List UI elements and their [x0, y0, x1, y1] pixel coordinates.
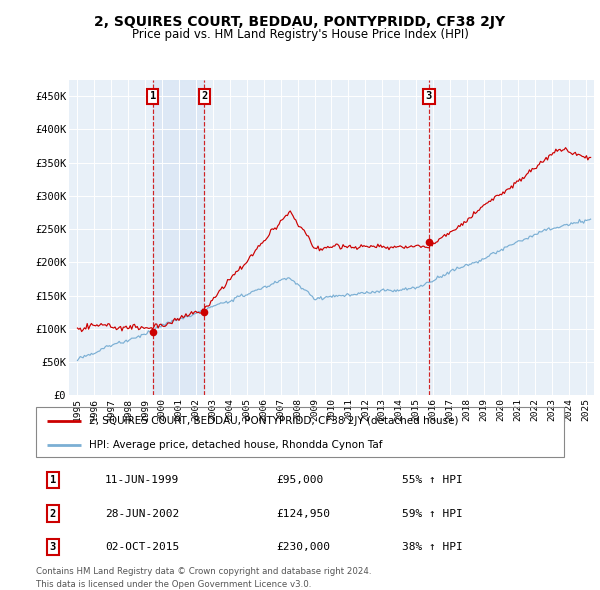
Text: 1: 1 — [50, 475, 56, 485]
Text: 2, SQUIRES COURT, BEDDAU, PONTYPRIDD, CF38 2JY (detached house): 2, SQUIRES COURT, BEDDAU, PONTYPRIDD, CF… — [89, 416, 458, 426]
Text: £230,000: £230,000 — [276, 542, 330, 552]
Text: 38% ↑ HPI: 38% ↑ HPI — [402, 542, 463, 552]
Text: This data is licensed under the Open Government Licence v3.0.: This data is licensed under the Open Gov… — [36, 580, 311, 589]
Text: 2, SQUIRES COURT, BEDDAU, PONTYPRIDD, CF38 2JY: 2, SQUIRES COURT, BEDDAU, PONTYPRIDD, CF… — [94, 15, 506, 29]
Text: 11-JUN-1999: 11-JUN-1999 — [105, 475, 179, 485]
Text: £124,950: £124,950 — [276, 509, 330, 519]
Text: £95,000: £95,000 — [276, 475, 323, 485]
Text: Price paid vs. HM Land Registry's House Price Index (HPI): Price paid vs. HM Land Registry's House … — [131, 28, 469, 41]
Text: Contains HM Land Registry data © Crown copyright and database right 2024.: Contains HM Land Registry data © Crown c… — [36, 567, 371, 576]
Text: 3: 3 — [426, 91, 432, 101]
Text: 02-OCT-2015: 02-OCT-2015 — [105, 542, 179, 552]
Text: 2: 2 — [201, 91, 208, 101]
Text: 59% ↑ HPI: 59% ↑ HPI — [402, 509, 463, 519]
Text: 1: 1 — [149, 91, 156, 101]
Text: HPI: Average price, detached house, Rhondda Cynon Taf: HPI: Average price, detached house, Rhon… — [89, 440, 382, 450]
Bar — [152, 80, 205, 395]
Text: 3: 3 — [50, 542, 56, 552]
Text: 55% ↑ HPI: 55% ↑ HPI — [402, 475, 463, 485]
Text: 2: 2 — [50, 509, 56, 519]
Text: 28-JUN-2002: 28-JUN-2002 — [105, 509, 179, 519]
